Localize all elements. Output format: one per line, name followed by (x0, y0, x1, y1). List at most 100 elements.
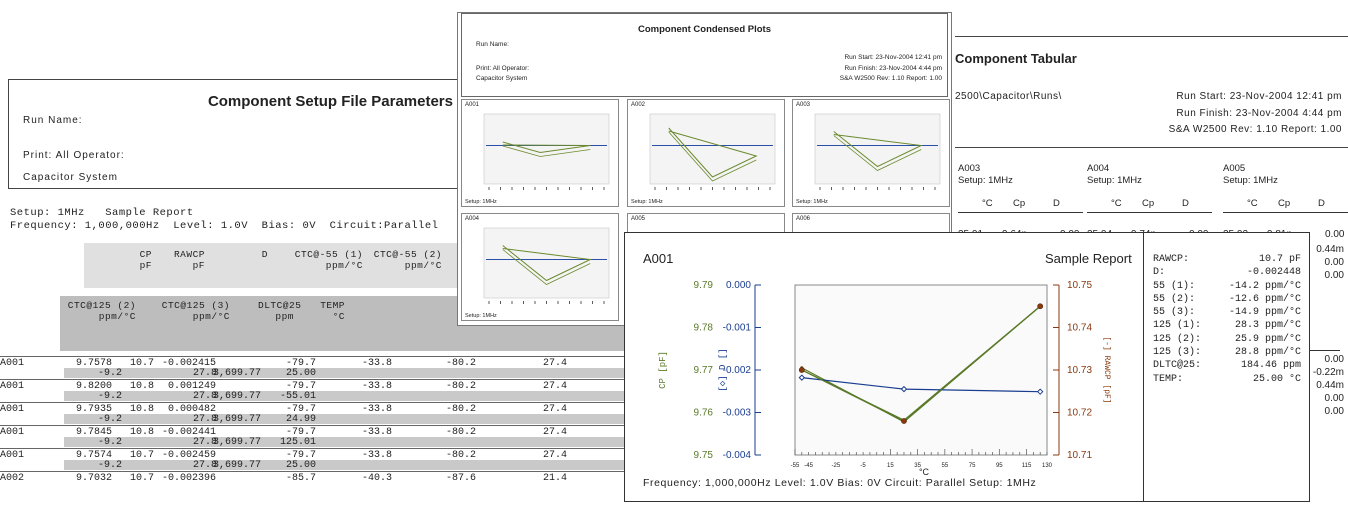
stat-row: 125 (1): 28.3 ppm/°C (1153, 319, 1301, 332)
d-axis-label: [◇] D [] (718, 348, 728, 391)
header-cell: DLTC@25 ppm (258, 300, 294, 322)
setup-report-header: Component Setup File Parameters Run Name… (8, 79, 478, 189)
x-tick-label: -25 (832, 463, 841, 469)
cell-rawcp: 10.8 (130, 404, 154, 415)
subcell-s1: -9.2 (98, 437, 122, 448)
stat-value: -14.9 ppm/°C (1229, 306, 1301, 319)
stat-label: RAWCP: (1153, 254, 1189, 265)
d-tick-label: -0.004 (723, 450, 752, 461)
tab-run-finish: Run Finish: 23-Nov-2004 4:44 pm (1176, 108, 1342, 119)
subcell-s3: 3,699.77 (213, 368, 261, 379)
cp-tick-label: 9.79 (694, 280, 714, 291)
d-tick-label: 0.000 (726, 280, 751, 291)
subcell-s4: -55.01 (280, 391, 316, 402)
stat-row: RAWCP: 10.7 pF (1153, 253, 1301, 266)
cond-print-operator: Print: All Operator: (476, 65, 529, 72)
sample-chart: -55 -45 -25 -5 15 35 55 75 95 115 130°C9.799.789.7… (625, 233, 1143, 477)
table-row: A002 9.7032 10.7 -0.002396 -85.7 -40.3 -87.6 21… (0, 471, 640, 494)
stat-value: -0.002448 (1247, 266, 1301, 279)
cp-tick-label: 9.78 (694, 323, 714, 334)
thumbnail-setup: Setup: 1MHz (465, 313, 497, 319)
stat-label: TEMP: (1153, 374, 1183, 385)
cell-rawcp: 10.8 (130, 381, 154, 392)
tab-version: S&A W2500 Rev: 1.10 Report: 1.00 (1169, 124, 1342, 135)
thumbnail-plot (628, 100, 784, 206)
col-header-cp: Cp (1278, 198, 1290, 210)
col-header-d: D (1053, 198, 1060, 210)
cell-c1: -85.7 (286, 473, 316, 484)
condensed-thumbnail[interactable]: A003 Setup: 1MHz (792, 99, 950, 207)
group-id: A003 (958, 163, 980, 175)
condensed-thumbnail[interactable]: A004 Setup: 1MHz (461, 213, 619, 321)
d-value: 0.00 (1325, 257, 1344, 268)
stat-row: 55 (2): -12.6 ppm/°C (1153, 293, 1301, 306)
stat-value: 25.00 °C (1253, 373, 1301, 386)
rawcp-axis-label: [-] RAWCP [pF] (1102, 336, 1111, 403)
header-cell: CTC@125 (2) ppm/°C (64, 300, 136, 322)
cell-c4: 27.4 (543, 404, 567, 415)
condensed-thumbnail[interactable]: A002 Setup: 1MHz (627, 99, 785, 207)
col-header-d: D (1182, 198, 1189, 210)
cell-rawcp: 10.8 (130, 427, 154, 438)
header-underline (1087, 212, 1212, 213)
stat-label: 55 (2): (1153, 294, 1195, 305)
table-row: A001 9.7845 10.8 -0.002441 -79.7 -33.8 -80.2 27… (0, 425, 640, 448)
group-setup: Setup: 1MHz (1223, 175, 1278, 187)
condensed-thumbnail[interactable]: A001 Setup: 1MHz (461, 99, 619, 207)
cell-c2: -33.8 (362, 358, 392, 369)
tabular-path: 2500\Capacitor\Runs\ (955, 91, 1062, 102)
header-cell: CTC@125 (3) ppm/°C (150, 300, 230, 322)
d-value: -0.22m (1313, 367, 1344, 378)
subcell-s1: -9.2 (98, 414, 122, 425)
setup-info: Setup: 1MHz Sample Report Frequency: 1,0… (10, 207, 438, 233)
sub-row-band (64, 368, 640, 378)
cell-rawcp: 10.7 (130, 450, 154, 461)
cond-run-start: Run Start: 23-Nov-2004 12:41 pm (844, 54, 942, 61)
cond-run-finish: Run Finish: 23-Nov-2004 4:44 pm (844, 65, 942, 72)
d-value: 0.00 (1325, 354, 1344, 365)
d-value: 0.44m (1316, 244, 1344, 255)
subcell-s1: -9.2 (98, 391, 122, 402)
cp-tick-label: 9.77 (694, 365, 714, 376)
stat-row: D: -0.002448 (1153, 266, 1301, 279)
stat-value: 184.46 ppm (1241, 359, 1301, 372)
x-tick-label: 75 (969, 463, 976, 469)
row-id: A001 (0, 450, 24, 461)
sub-row-band (64, 460, 640, 470)
col-header-temp: °C (1111, 198, 1122, 210)
cell-c3: -87.6 (446, 473, 476, 484)
x-tick-label: 15 (887, 463, 894, 469)
x-tick-label: -45 (804, 463, 813, 469)
cell-c2: -33.8 (362, 381, 392, 392)
cp-tick-label: 9.75 (694, 450, 714, 461)
system-label: Capacitor System (23, 172, 118, 183)
sub-row-band (64, 437, 640, 447)
header-cell: CP pF (112, 249, 152, 271)
stat-value: 25.9 ppm/°C (1235, 333, 1301, 346)
header-cell: CTC@-55 (2) ppm/°C (372, 249, 442, 271)
thumbnail-setup: Setup: 1MHz (796, 199, 828, 205)
col-header-cp: Cp (1013, 198, 1025, 210)
cond-version: S&A W2500 Rev: 1.10 Report: 1.00 (840, 75, 942, 82)
d-tick-label: -0.001 (723, 323, 752, 334)
table-row: A001 9.7574 10.7 -0.002459 -79.7 -33.8 -80.2 27… (0, 448, 640, 471)
stat-label: 125 (3): (1153, 347, 1201, 358)
rawcp-tick-label: 10.74 (1067, 323, 1092, 334)
cell-c2: -33.8 (362, 450, 392, 461)
condensed-title: Component Condensed Plots (462, 24, 947, 35)
tab-run-start: Run Start: 23-Nov-2004 12:41 pm (1176, 91, 1342, 102)
divider (1143, 233, 1144, 501)
stat-label: D: (1153, 267, 1165, 278)
thumbnail-plot (462, 214, 618, 320)
d-tick-label: -0.003 (723, 408, 752, 419)
cell-c4: 21.4 (543, 473, 567, 484)
cell-c3: -80.2 (446, 427, 476, 438)
thumbnail-id: A005 (631, 216, 645, 222)
row-id: A002 (0, 473, 24, 484)
plot-area (795, 285, 1047, 455)
d-value: 0.00 (1325, 229, 1344, 240)
setup-report-title: Component Setup File Parameters (208, 93, 453, 110)
cell-c4: 27.4 (543, 427, 567, 438)
stat-value: 28.3 ppm/°C (1235, 319, 1301, 332)
subcell-s4: 24.99 (286, 414, 316, 425)
